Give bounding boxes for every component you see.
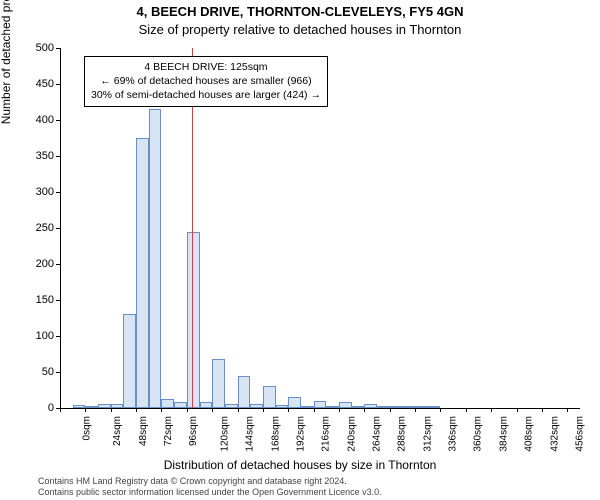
x-tick-label: 72sqm xyxy=(163,416,174,446)
histogram-bar xyxy=(187,232,200,408)
y-axis-label: Number of detached properties xyxy=(0,0,13,124)
histogram-bar xyxy=(212,359,225,408)
x-axis-label: Distribution of detached houses by size … xyxy=(0,458,600,472)
y-tick-label: 350 xyxy=(24,150,54,162)
y-axis-line xyxy=(60,48,61,408)
x-tick-label: 456sqm xyxy=(575,416,586,452)
x-tick-label: 168sqm xyxy=(270,416,281,452)
y-tick-label: 100 xyxy=(24,330,54,342)
x-tick-label: 48sqm xyxy=(138,416,149,446)
chart-title-description: Size of property relative to detached ho… xyxy=(0,22,600,37)
histogram-bar xyxy=(288,397,301,408)
x-tick-label: 336sqm xyxy=(448,416,459,452)
histogram-bar xyxy=(161,399,174,408)
histogram-bar xyxy=(314,401,327,408)
chart-title-address: 4, BEECH DRIVE, THORNTON-CLEVELEYS, FY5 … xyxy=(0,4,600,19)
license-line-1: Contains HM Land Registry data © Crown c… xyxy=(38,476,382,487)
y-tick-label: 200 xyxy=(24,258,54,270)
annotation-line-smaller: ← 69% of detached houses are smaller (96… xyxy=(91,74,321,88)
histogram-bar xyxy=(136,138,149,408)
histogram-bar xyxy=(149,109,162,408)
chart-plot-area: 0501001502002503003504004505000sqm24sqm4… xyxy=(60,48,580,408)
y-tick-label: 250 xyxy=(24,222,54,234)
x-axis-line xyxy=(60,408,580,409)
annotation-line-size: 4 BEECH DRIVE: 125sqm xyxy=(91,60,321,74)
x-tick-label: 96sqm xyxy=(188,416,199,446)
x-tick-label: 0sqm xyxy=(81,416,92,440)
x-tick-label: 264sqm xyxy=(372,416,383,452)
y-tick-label: 450 xyxy=(24,78,54,90)
y-tick-label: 0 xyxy=(24,402,54,414)
histogram-bar xyxy=(238,376,251,408)
property-annotation: 4 BEECH DRIVE: 125sqm ← 69% of detached … xyxy=(84,56,328,107)
x-tick-label: 288sqm xyxy=(397,416,408,452)
y-tick-label: 300 xyxy=(24,186,54,198)
x-tick-label: 24sqm xyxy=(112,416,123,446)
annotation-line-larger: 30% of semi-detached houses are larger (… xyxy=(91,88,321,102)
x-tick-label: 240sqm xyxy=(346,416,357,452)
x-tick-label: 432sqm xyxy=(549,416,560,452)
x-tick-label: 408sqm xyxy=(524,416,535,452)
histogram-bar xyxy=(263,386,276,408)
x-tick-label: 216sqm xyxy=(321,416,332,452)
y-tick-label: 150 xyxy=(24,294,54,306)
license-text: Contains HM Land Registry data © Crown c… xyxy=(38,476,382,499)
x-tick-label: 312sqm xyxy=(422,416,433,452)
histogram-bar xyxy=(123,314,136,408)
x-tick-label: 384sqm xyxy=(498,416,509,452)
license-line-2: Contains public sector information licen… xyxy=(38,487,382,498)
y-tick-label: 50 xyxy=(24,366,54,378)
x-tick-label: 120sqm xyxy=(219,416,230,452)
x-tick-label: 144sqm xyxy=(245,416,256,452)
y-tick-label: 500 xyxy=(24,42,54,54)
x-tick-label: 360sqm xyxy=(473,416,484,452)
x-tick-label: 192sqm xyxy=(296,416,307,452)
y-tick-label: 400 xyxy=(24,114,54,126)
